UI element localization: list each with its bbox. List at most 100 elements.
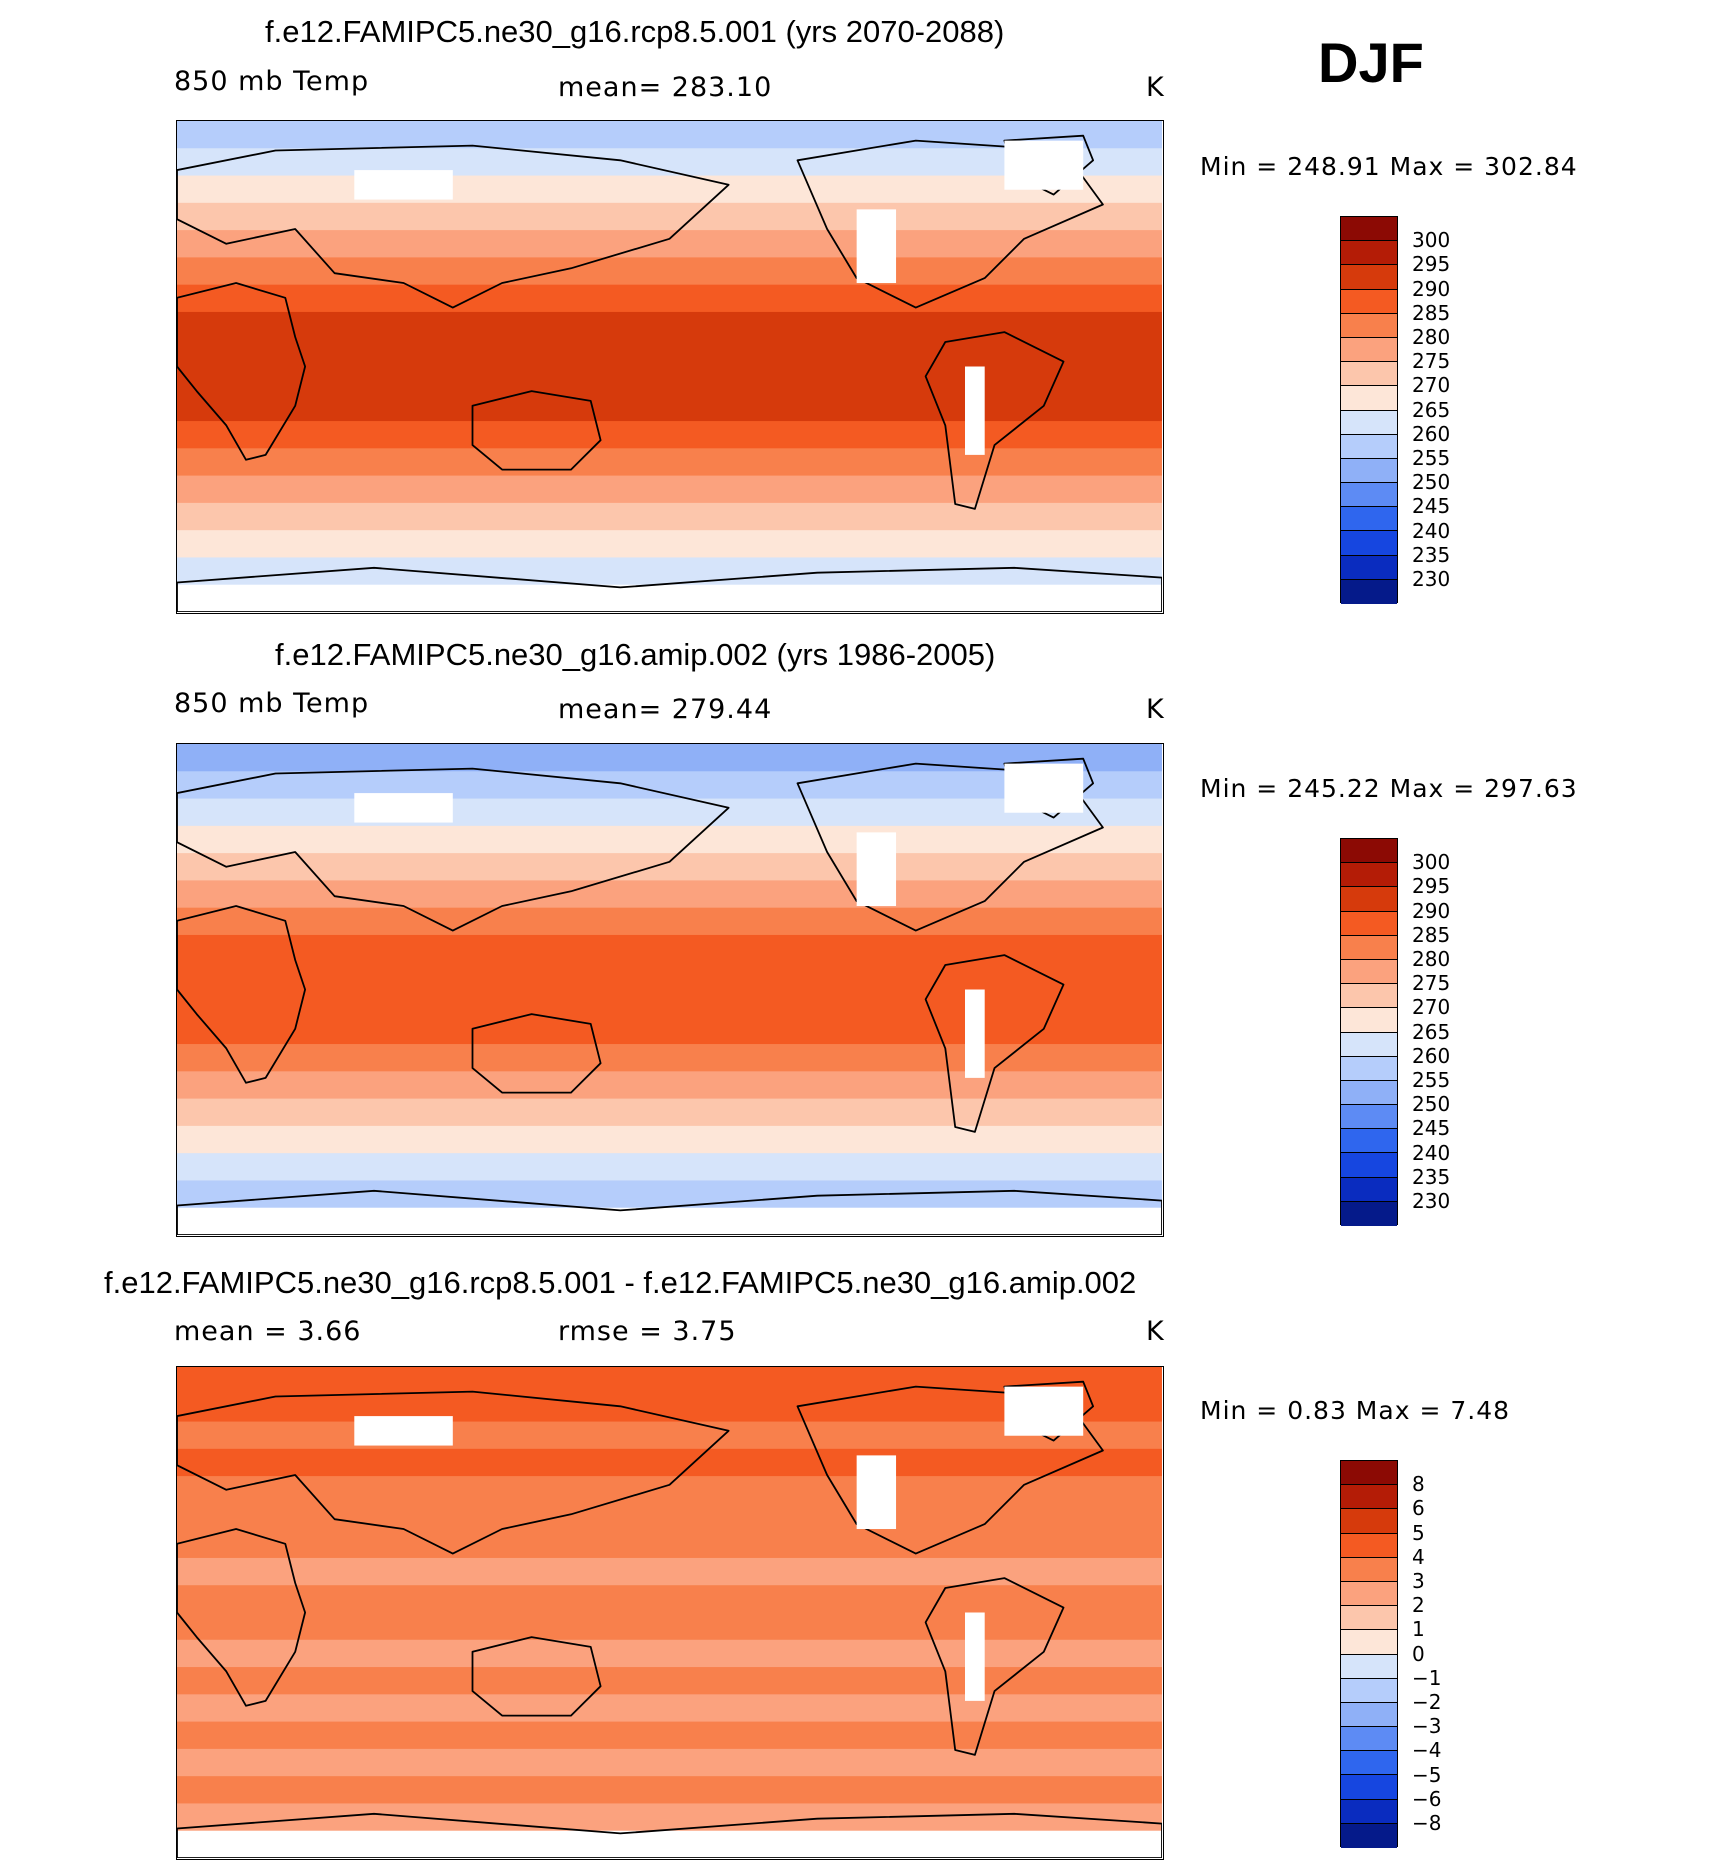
colorbar-swatch	[1341, 362, 1397, 387]
antarctica-outline	[177, 566, 1162, 612]
colorbar-label: 3	[1412, 1569, 1425, 1593]
colorbar-swatch	[1341, 337, 1397, 363]
colorbar-swatch	[1341, 1129, 1397, 1154]
colorbar-swatch	[1341, 434, 1397, 459]
temperature-band	[177, 557, 1162, 586]
antarctica-outline	[177, 1812, 1162, 1858]
colorbar-label: −5	[1412, 1762, 1442, 1787]
colorbar-swatch	[1341, 1630, 1397, 1655]
temperature-band	[177, 1071, 1162, 1100]
temperature-band	[177, 502, 1162, 531]
temperature-band	[177, 934, 1162, 964]
colorbar-label: 230	[1412, 567, 1451, 591]
map-panel	[176, 120, 1164, 614]
colorbar-label: 235	[1412, 542, 1451, 567]
colorbar-label: 290	[1412, 276, 1451, 301]
temperature-band	[177, 744, 1162, 773]
units-label: K	[1146, 1316, 1165, 1347]
min-max-label: Min = 0.83 Max = 7.48	[1200, 1396, 1511, 1425]
south-america-outline	[924, 1577, 1065, 1756]
temperature-band	[177, 825, 1162, 854]
colorbar-swatch	[1341, 887, 1397, 912]
colorbar-swatch	[1341, 935, 1397, 960]
colorbar-swatch	[1341, 1533, 1397, 1558]
colorbar-label: 240	[1412, 1140, 1451, 1165]
colorbar-label: 250	[1412, 1092, 1451, 1117]
temperature-band	[177, 1476, 1162, 1505]
temperature-band	[177, 853, 1162, 882]
eurasia-outline	[177, 767, 730, 932]
colorbar-swatch	[1341, 1153, 1397, 1178]
colorbar-swatch	[1341, 1201, 1397, 1226]
colorbar-label: 300	[1412, 228, 1451, 253]
colorbar-swatch	[1341, 289, 1397, 314]
colorbar	[1340, 216, 1398, 604]
temperature-band	[177, 1585, 1162, 1614]
colorbar-label: 230	[1412, 1189, 1451, 1213]
temperature-band	[177, 989, 1162, 1018]
units-label: K	[1146, 72, 1165, 103]
colorbar-swatch	[1341, 265, 1397, 290]
colorbar-swatch	[1341, 507, 1397, 532]
colorbar-label: 250	[1412, 470, 1451, 495]
colorbar-swatch	[1341, 1606, 1397, 1631]
contour-map	[177, 121, 1162, 612]
masked-terrain	[856, 832, 897, 907]
variable-label: 850 mb Temp	[174, 66, 370, 97]
masked-terrain	[1004, 140, 1084, 190]
colorbar-label: 2	[1412, 1593, 1425, 1618]
colorbar-label: 240	[1412, 518, 1451, 543]
colorbar-swatch	[1341, 839, 1397, 864]
colorbar-label: 280	[1412, 325, 1451, 349]
colorbar-label: 275	[1412, 349, 1451, 374]
colorbar-swatch	[1341, 1105, 1397, 1130]
colorbar-swatch	[1341, 1727, 1397, 1752]
colorbar-label: 4	[1412, 1544, 1425, 1569]
colorbar-label: 285	[1412, 922, 1451, 947]
colorbar-swatch	[1341, 1702, 1397, 1728]
south-america-outline	[924, 954, 1065, 1133]
temperature-band	[177, 1721, 1162, 1750]
colorbar-label: 270	[1412, 995, 1451, 1020]
colorbar-swatch	[1341, 386, 1397, 411]
temperature-band	[177, 475, 1162, 504]
colorbar-label: 235	[1412, 1164, 1451, 1189]
colorbar-label: 290	[1412, 898, 1451, 923]
eurasia-outline	[177, 1390, 730, 1555]
colorbar-swatch	[1341, 1581, 1397, 1607]
antarctica-outline	[177, 1189, 1162, 1235]
temperature-band	[177, 1016, 1162, 1045]
masked-terrain	[354, 170, 453, 200]
temperature-band	[177, 1367, 1162, 1396]
colorbar-label: 255	[1412, 446, 1451, 470]
colorbar-swatch	[1341, 1823, 1397, 1848]
temperature-band	[177, 366, 1162, 395]
map-panel	[176, 1366, 1164, 1860]
temperature-band	[177, 1098, 1162, 1127]
min-max-label: Min = 248.91 Max = 302.84	[1200, 152, 1578, 181]
temperature-band	[177, 202, 1162, 231]
colorbar-swatch	[1341, 1080, 1397, 1106]
colorbar-label: −2	[1412, 1690, 1442, 1714]
temperature-band	[177, 121, 1162, 150]
temperature-band	[177, 311, 1162, 341]
colorbar-label: 0	[1412, 1641, 1425, 1666]
colorbar-label: 245	[1412, 494, 1451, 519]
temperature-band	[177, 448, 1162, 477]
temperature-band	[177, 1667, 1162, 1696]
map-panel	[176, 743, 1164, 1237]
colorbar-label: 295	[1412, 252, 1451, 277]
masked-terrain	[1004, 763, 1084, 813]
colorbar-swatch	[1341, 959, 1397, 985]
colorbar	[1340, 838, 1398, 1226]
colorbar-swatch	[1341, 483, 1397, 508]
mean-label: mean= 279.44	[558, 694, 773, 725]
mean-label: mean= 283.10	[558, 72, 773, 103]
temperature-band	[177, 880, 1162, 909]
panel-title: f.e12.FAMIPC5.ne30_g16.amip.002 (yrs 198…	[275, 637, 996, 672]
colorbar-label: 5	[1412, 1520, 1425, 1545]
africa-outline	[177, 282, 307, 461]
north-america-outline	[796, 139, 1104, 309]
masked-terrain	[965, 1612, 985, 1701]
temperature-band	[177, 257, 1162, 286]
